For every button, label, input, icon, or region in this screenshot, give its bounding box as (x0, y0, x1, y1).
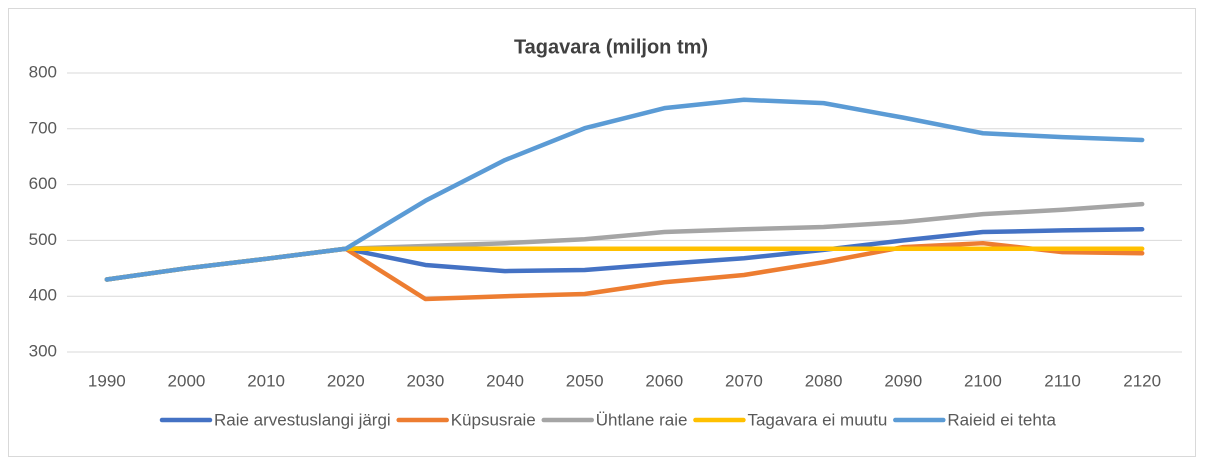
x-tick-label: 2040 (486, 371, 524, 390)
x-tick-label: 2020 (327, 371, 365, 390)
x-tick-label: 2090 (884, 371, 922, 390)
y-tick-label: 500 (29, 230, 57, 249)
y-tick-label: 300 (29, 341, 57, 360)
y-tick-label: 400 (29, 286, 57, 305)
legend-label: Küpsusraie (451, 410, 536, 429)
x-tick-label: 2100 (964, 371, 1002, 390)
legend-label: Ühtlane raie (596, 410, 688, 429)
x-tick-label: 2120 (1123, 371, 1161, 390)
x-tick-label: 2060 (645, 371, 683, 390)
x-tick-label: 2070 (725, 371, 763, 390)
legend-label: Raie arvestuslangi järgi (214, 410, 391, 429)
x-tick-label: 2110 (1044, 371, 1081, 390)
legend-label: Raieid ei tehta (947, 410, 1056, 429)
x-tick-label: 2050 (566, 371, 604, 390)
x-tick-label: 2000 (168, 371, 206, 390)
y-tick-label: 700 (29, 118, 57, 137)
y-tick-label: 800 (29, 62, 57, 81)
x-tick-label: 2030 (406, 371, 444, 390)
series-line (104, 97, 1145, 282)
x-tick-label: 2080 (805, 371, 843, 390)
y-tick-label: 600 (29, 174, 57, 193)
x-tick-label: 1990 (88, 371, 126, 390)
legend-label: Tagavara ei muutu (747, 410, 887, 429)
chart-title: Tagavara (miljon tm) (514, 36, 708, 58)
x-tick-label: 2010 (247, 371, 285, 390)
